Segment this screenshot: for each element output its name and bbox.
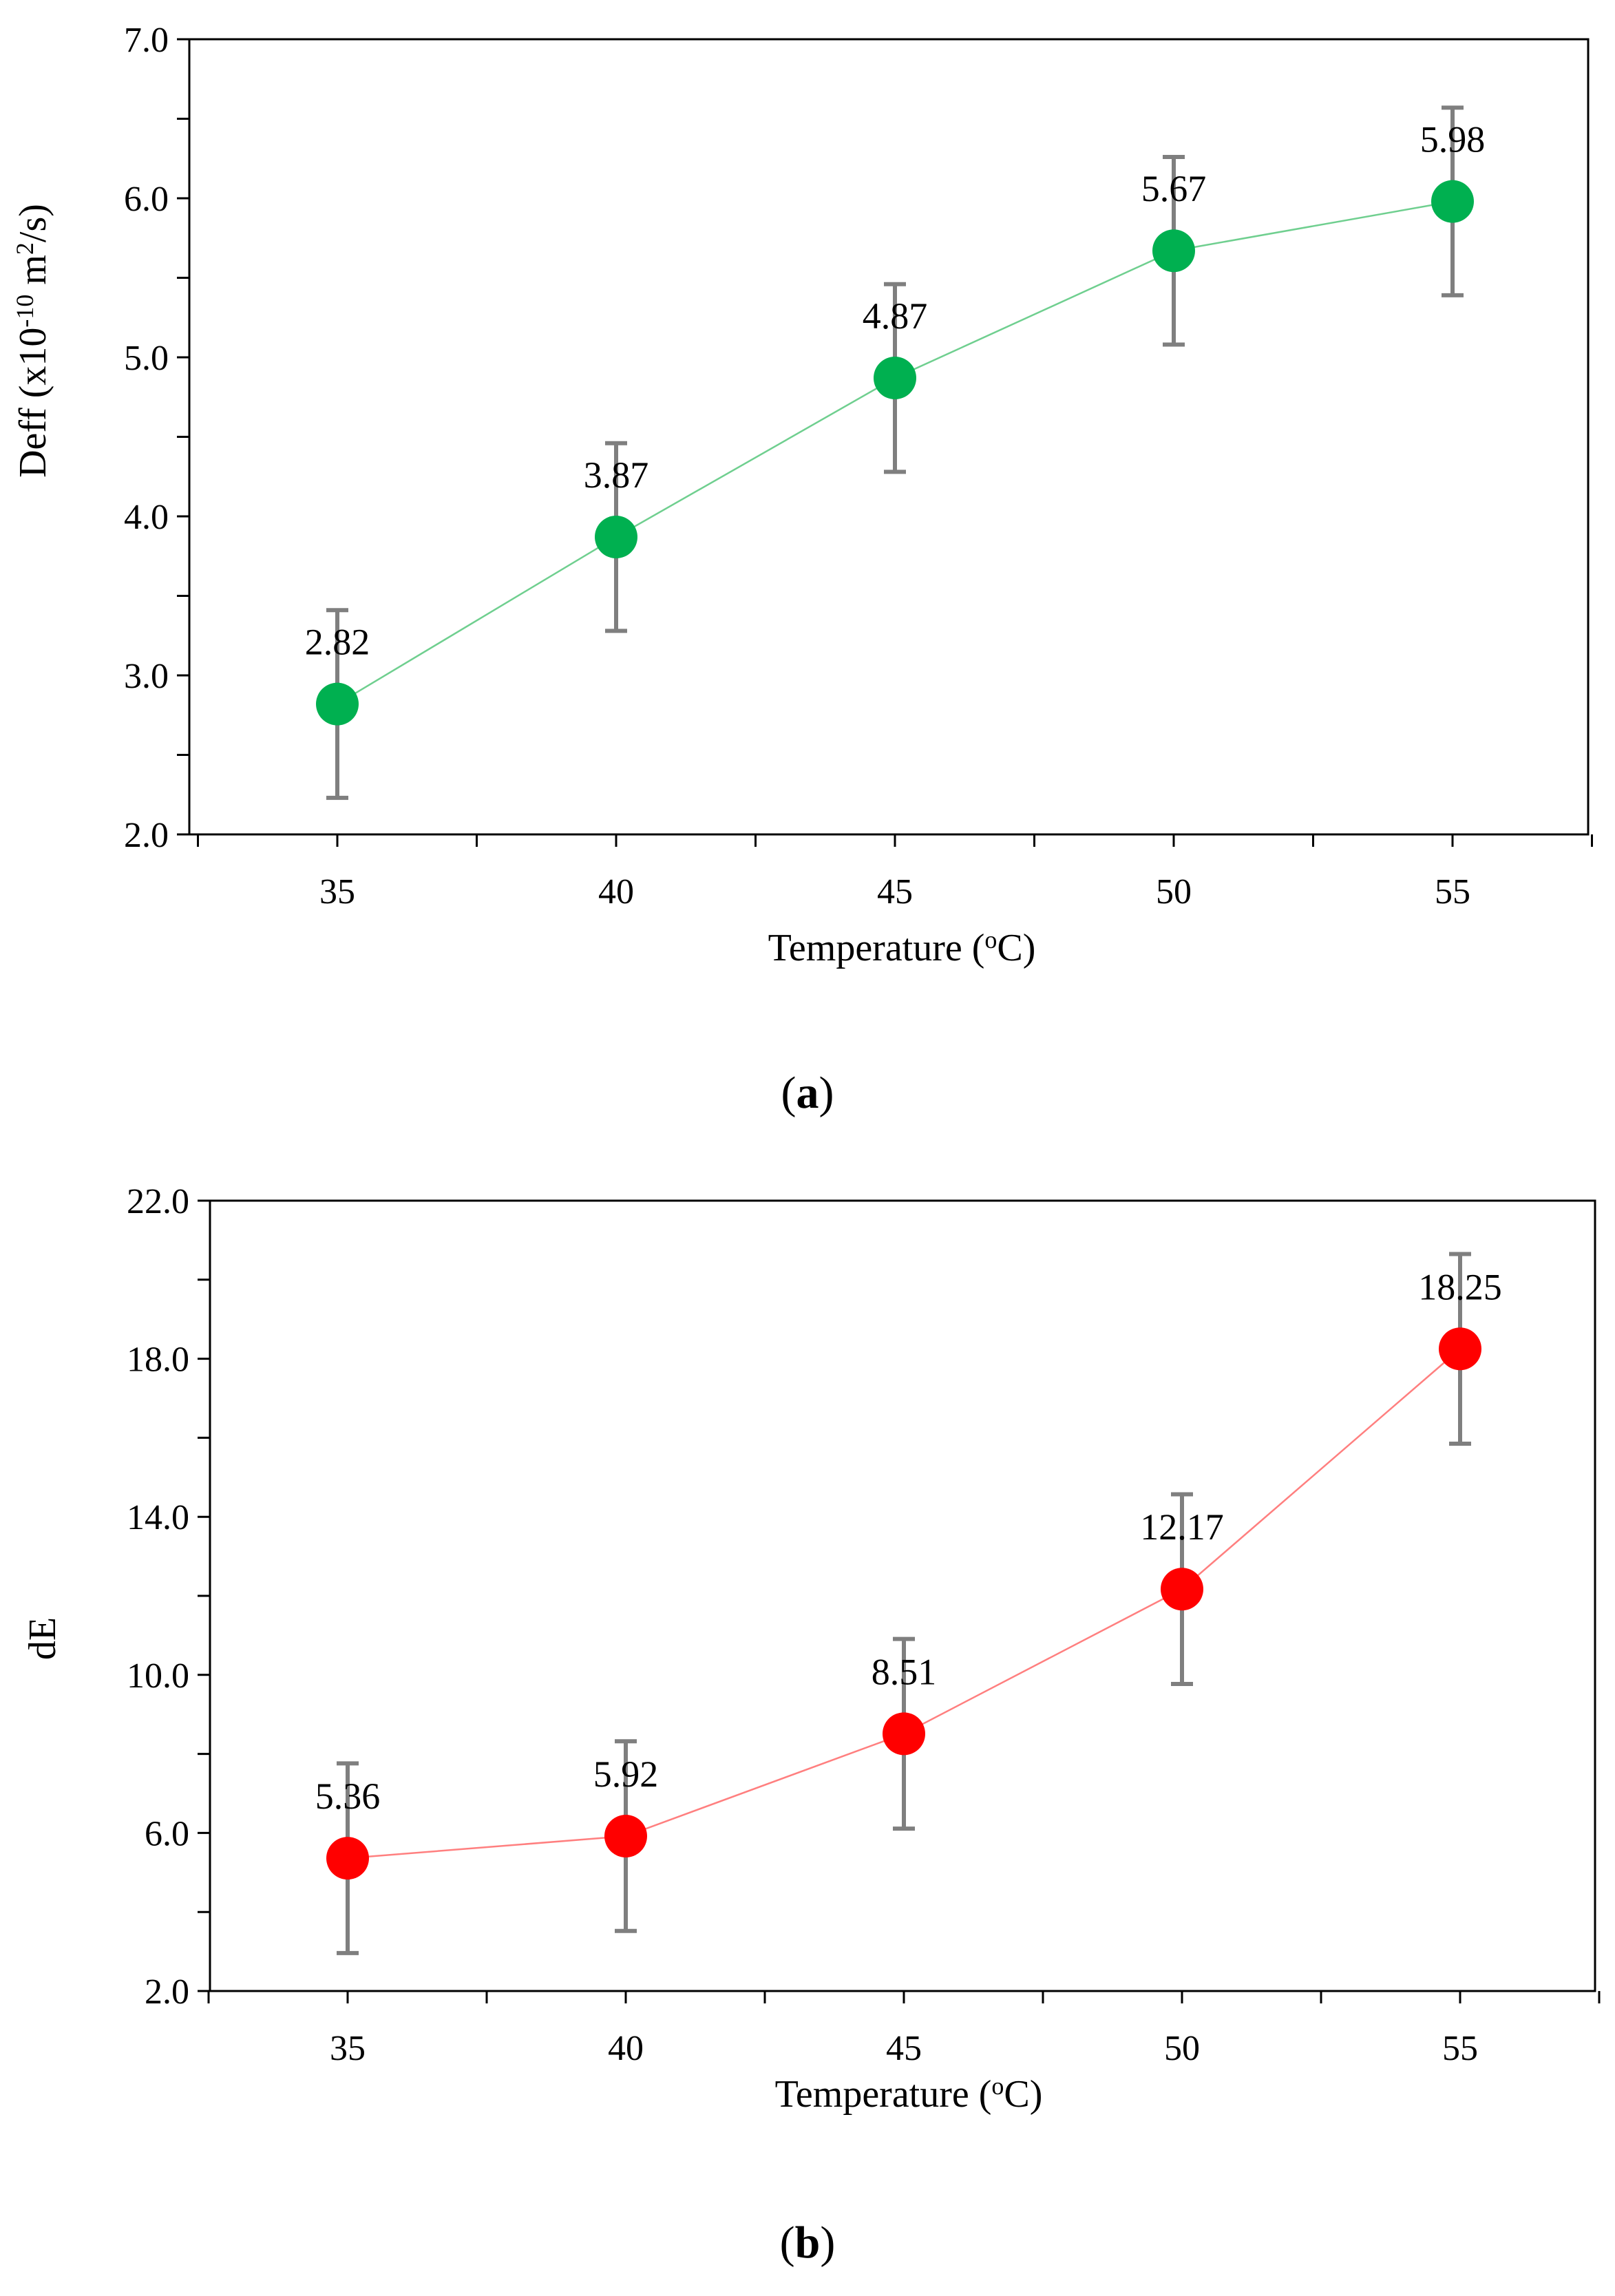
y-tick-label: 6.0 (124, 180, 169, 219)
y-tick-label: 14.0 (127, 1498, 189, 1537)
chart-panel-a: 2.0 3.0 4.0 5.0 6.0 7.0 35 40 45 50 55 2.82 3.87 4.87… (0, 0, 1615, 1143)
data-label: 18.25 (1418, 1266, 1502, 1307)
y-tick-label: 22.0 (127, 1182, 189, 1221)
data-label: 12.17 (1140, 1506, 1224, 1548)
x-tick-label: 45 (877, 872, 913, 912)
data-label: 8.51 (872, 1651, 937, 1692)
x-tick-label: 40 (608, 2029, 644, 2068)
x-tick-label: 35 (319, 872, 355, 912)
y-tick-label: 3.0 (124, 657, 169, 696)
panel-caption-a: (a) (781, 1068, 834, 1118)
plot-border (209, 1199, 1596, 1992)
y-tick-label: 6.0 (145, 1814, 189, 1853)
data-label: 4.87 (863, 295, 928, 337)
data-point (595, 516, 637, 559)
y-axis-label-b: dE (21, 1617, 64, 1660)
y-tick-label: 4.0 (124, 498, 169, 537)
y-axis-label-a: Deff (x10-10 m2/s) (11, 204, 54, 478)
x-tick-label: 50 (1164, 2029, 1200, 2068)
data-label: 2.82 (305, 622, 370, 663)
x-axis-label-a: Temperature (oC) (768, 926, 1036, 969)
data-label: 5.98 (1420, 119, 1486, 160)
x-tick-label: 45 (886, 2029, 922, 2068)
data-point (1431, 180, 1474, 223)
chart-panel-b: 2.0 6.0 10.0 14.0 18.0 22.0 35 40 45 50 55 5.36 5.92… (0, 1157, 1615, 2296)
x-axis-label-b: Temperature (oC) (775, 2072, 1043, 2116)
x-tick-label: 55 (1442, 2029, 1478, 2068)
data-point (316, 682, 359, 726)
y-tick-label: 18.0 (127, 1340, 189, 1380)
data-label: 5.92 (593, 1753, 659, 1795)
y-tick-label: 2.0 (145, 1972, 189, 2012)
chart-a: 2.0 3.0 4.0 5.0 6.0 7.0 35 40 45 50 55 2.82 3.87 4.87… (11, 21, 1593, 969)
data-point (883, 1712, 925, 1756)
chart-b: 2.0 6.0 10.0 14.0 18.0 22.0 35 40 45 50 55 5.36 5.92… (21, 1182, 1601, 2116)
x-tick-label: 55 (1435, 872, 1470, 912)
data-label: 5.67 (1141, 168, 1207, 209)
x-tick-label: 40 (598, 872, 634, 912)
data-point (874, 357, 916, 400)
plot-area-b: 2.0 6.0 10.0 14.0 18.0 22.0 35 40 45 50 55 5.36 5.92… (127, 1182, 1601, 2068)
data-point (604, 1814, 647, 1857)
data-point (326, 1837, 369, 1880)
data-label: 5.36 (315, 1776, 381, 1817)
y-tick-label: 7.0 (124, 21, 169, 60)
panel-caption-b: (b) (779, 2218, 836, 2268)
plot-area-a: 2.0 3.0 4.0 5.0 6.0 7.0 35 40 45 50 55 2.82 3.87 4.87… (124, 21, 1593, 912)
y-tick-label: 5.0 (124, 339, 169, 378)
x-tick-label: 35 (330, 2029, 366, 2068)
y-tick-label: 2.0 (124, 816, 169, 855)
data-point (1161, 1568, 1203, 1611)
y-tick-label: 10.0 (127, 1656, 189, 1696)
data-point (1439, 1327, 1481, 1371)
data-point (1152, 229, 1195, 273)
data-label: 3.87 (584, 454, 649, 496)
plot-border (188, 38, 1590, 836)
x-tick-label: 50 (1156, 872, 1192, 912)
